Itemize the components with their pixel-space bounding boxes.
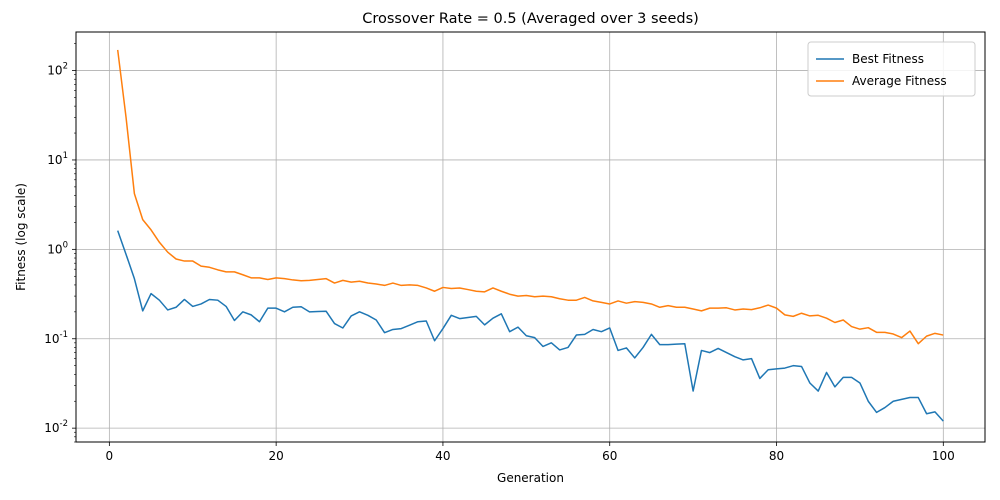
y-tick-label: 10-1 xyxy=(44,330,68,346)
y-tick-label: 101 xyxy=(47,151,68,167)
x-tick-label: 100 xyxy=(932,449,955,463)
x-tick-label: 40 xyxy=(435,449,450,463)
series-lines xyxy=(116,49,944,422)
x-tick-label: 80 xyxy=(769,449,784,463)
legend-label: Best Fitness xyxy=(852,52,924,66)
y-tick-label: 100 xyxy=(47,240,68,256)
y-tick-label: 102 xyxy=(47,62,68,78)
x-tick-label: 0 xyxy=(106,449,114,463)
x-axis-label: Generation xyxy=(497,471,564,485)
series-line-best-fitness xyxy=(116,230,944,422)
legend-box xyxy=(807,41,976,97)
legend-label: Average Fitness xyxy=(852,74,947,88)
grid xyxy=(76,32,985,442)
y-tick-label: 10-2 xyxy=(44,419,68,435)
x-tick-label: 20 xyxy=(269,449,284,463)
x-tick-label: 60 xyxy=(602,449,617,463)
chart-title: Crossover Rate = 0.5 (Averaged over 3 se… xyxy=(362,11,699,27)
legend: Best Fitness Average Fitness xyxy=(807,41,976,97)
axis-ticks: 0 20 40 60 80 100 10-2 10-1 100 101 102 xyxy=(44,43,955,463)
series-line-average-fitness xyxy=(116,49,944,345)
plot-frame xyxy=(75,31,986,443)
y-axis-label: Fitness (log scale) xyxy=(14,183,28,291)
